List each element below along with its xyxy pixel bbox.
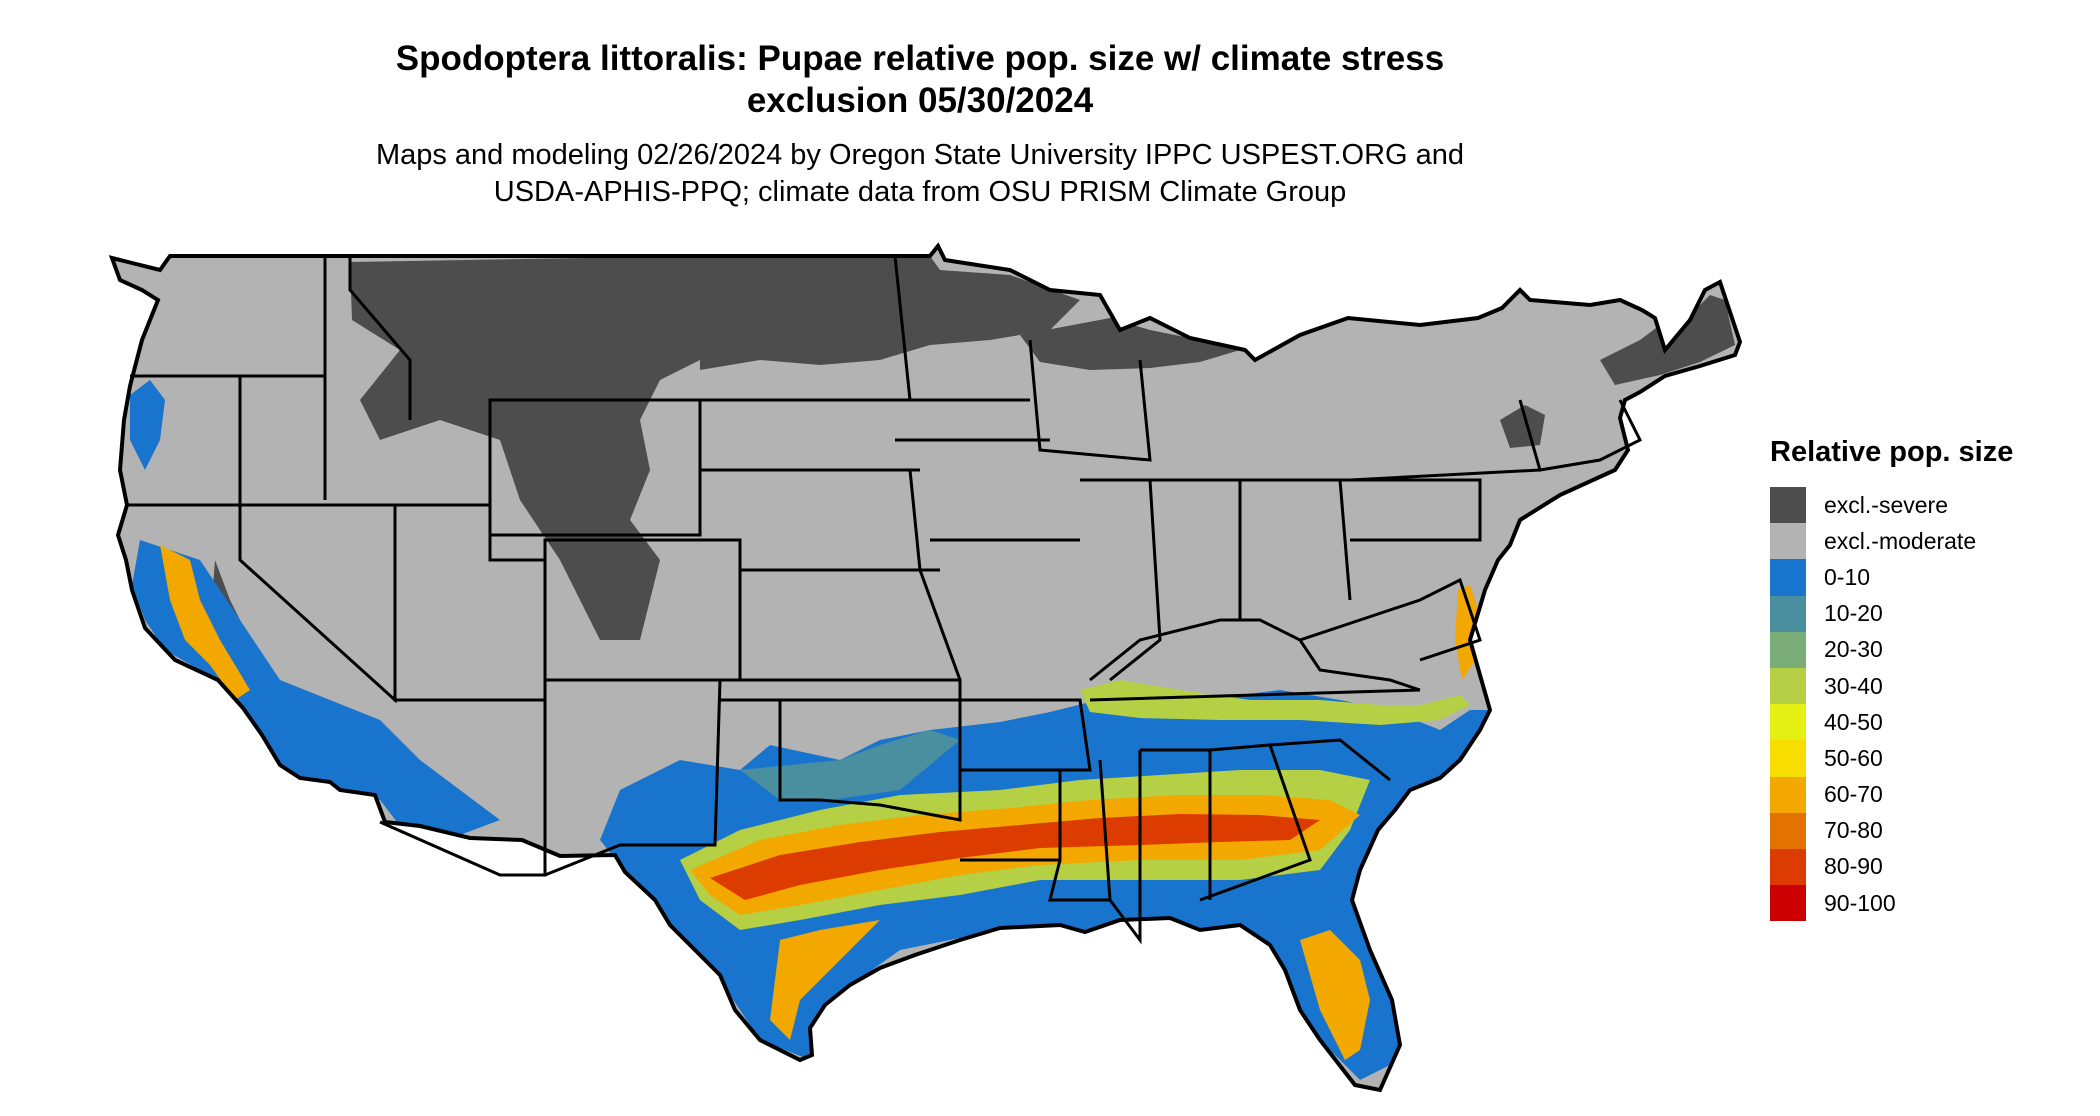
legend-label: 10-20 [1824, 600, 1883, 627]
map-subtitle-line1: Maps and modeling 02/26/2024 by Oregon S… [375, 139, 1465, 171]
legend-item: 50-60 [1770, 740, 2070, 777]
legend-swatch [1770, 885, 1806, 922]
legend-item: 0-10 [1770, 559, 2070, 596]
legend-label: 90-100 [1824, 889, 1896, 916]
legend-item: 20-30 [1770, 631, 2070, 668]
state-line-il [1080, 478, 1162, 682]
region-0-10-west [132, 540, 500, 835]
state-line-tn [1089, 688, 1421, 702]
legend-swatch [1770, 559, 1806, 596]
region-severe-north-plains [700, 256, 1080, 370]
legend-item: 30-40 [1770, 667, 2070, 705]
legend-item: excl.-moderate [1770, 523, 2070, 560]
legend-swatch [1770, 704, 1806, 741]
state-line-mo-ar [940, 698, 1092, 772]
region-0-10-california [130, 380, 165, 470]
legend-item: 80-90 [1770, 848, 2070, 886]
state-line-mt-id [348, 256, 412, 420]
state-line-wi [1028, 339, 1152, 462]
legend-label: 70-80 [1824, 817, 1883, 844]
region-60-70-texas-coast [770, 920, 880, 1040]
region-30-40-tn-ky [1080, 680, 1470, 725]
region-70-80-band [710, 814, 1320, 900]
map-regions [130, 256, 1735, 1080]
legend-label: 30-40 [1824, 672, 1883, 699]
legend-items: excl.-severe excl.-moderate 0-10 10-20 20-30… [1770, 487, 2070, 922]
legend-swatch [1770, 848, 1806, 886]
legend-item: 90-100 [1770, 885, 2070, 922]
state-line-la-ms [1048, 759, 1112, 902]
region-severe-upper-mi [1020, 318, 1240, 370]
region-severe-adirondacks [1500, 405, 1545, 448]
legend-swatch [1770, 740, 1806, 777]
state-line-wy [488, 398, 702, 537]
legend-label: 0-10 [1824, 563, 1871, 590]
legend-label: 80-90 [1824, 853, 1883, 880]
legend: Relative pop. size excl.-severe excl.-mod… [1770, 436, 2070, 922]
state-line-pa-ny [1340, 468, 1541, 542]
legend-label: 40-50 [1824, 708, 1883, 735]
region-severe-mountain-west [350, 256, 700, 640]
state-line-al-ga [1199, 743, 1312, 902]
state-line-ky [1089, 618, 1421, 692]
state-line-ia-mo [908, 469, 1080, 681]
region-60-70-delmarva [1455, 585, 1478, 680]
region-60-70-florida [1300, 930, 1370, 1060]
region-60-70-california [160, 545, 250, 700]
state-line-mn-ia [895, 398, 1050, 442]
legend-item: 60-70 [1770, 776, 2070, 813]
legend-swatch [1770, 812, 1806, 849]
legend-label: excl.-severe [1824, 491, 1948, 518]
state-line-ne-sd [700, 398, 940, 572]
legend-swatch [1770, 776, 1806, 813]
legend-item: 10-20 [1770, 595, 2070, 632]
region-10-20-texas [740, 730, 960, 800]
legend-swatch [1770, 667, 1806, 705]
legend-item: 70-80 [1770, 812, 2070, 849]
legend-swatch [1770, 631, 1806, 668]
map-title-line2: exclusion 05/30/2024 [746, 81, 1094, 120]
legend-swatch [1770, 523, 1806, 560]
legend-label: excl.-moderate [1824, 527, 1977, 554]
legend-item: excl.-severe [1770, 487, 2070, 524]
legend-swatch [1770, 595, 1806, 632]
legend-item: 40-50 [1770, 704, 2070, 741]
map-base-region [112, 246, 1740, 1090]
state-line-ga-sc [1269, 738, 1391, 782]
map-title-line1: Spodoptera littoralis: Pupae relative po… [395, 39, 1445, 78]
legend-label: 60-70 [1824, 781, 1883, 808]
state-line-ny-ne [1518, 399, 1643, 472]
legend-label: 50-60 [1824, 744, 1883, 771]
legend-swatch [1770, 487, 1806, 524]
legend-label: 20-30 [1824, 636, 1883, 663]
legend-title: Relative pop. size [1770, 436, 2014, 468]
map-subtitle-line2: USDA-APHIS-PPQ; climate data from OSU PR… [493, 176, 1347, 208]
state-boundaries [126, 254, 1643, 945]
